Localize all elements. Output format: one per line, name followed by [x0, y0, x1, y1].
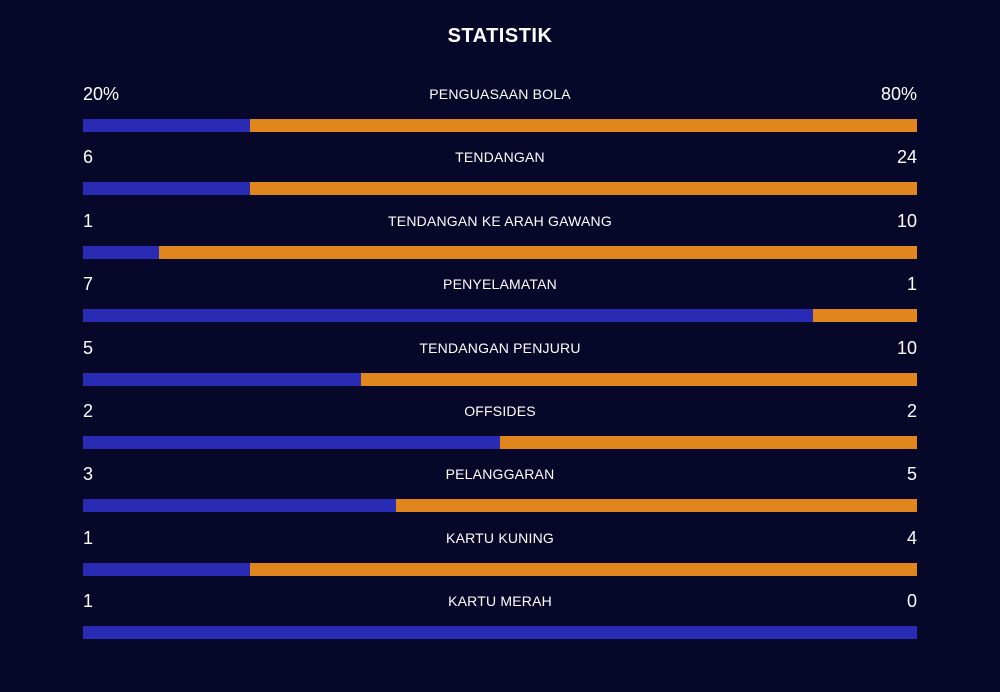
comparison-bar	[83, 119, 917, 132]
home-value: 20%	[83, 84, 120, 104]
home-bar-segment	[83, 309, 813, 323]
away-value: 0	[906, 591, 917, 612]
comparison-bar	[83, 626, 917, 640]
away-value: 1	[906, 274, 917, 295]
away-value: 2	[906, 400, 917, 421]
home-value: 5	[83, 337, 94, 358]
stat-row: 1 KARTU KUNING 4	[83, 524, 917, 587]
home-bar-segment	[83, 372, 361, 386]
stat-row: 6 TENDANGAN 24	[83, 143, 917, 206]
stat-label: TENDANGAN KE ARAH GAWANG	[388, 212, 612, 229]
stat-label: KARTU MERAH	[448, 593, 552, 610]
stat-label: TENDANGAN	[455, 149, 545, 166]
stat-row: 2 OFFSIDES 2	[83, 397, 917, 460]
away-value: 10	[896, 210, 917, 231]
stat-label: PELANGGARAN	[445, 466, 555, 483]
stat-label: TENDANGAN PENJURU	[419, 339, 581, 356]
comparison-bar	[83, 245, 917, 259]
home-bar-segment	[83, 119, 250, 132]
stat-row: 7 PENYELAMATAN 1	[83, 270, 917, 333]
away-bar-segment	[812, 309, 917, 323]
stat-row: 20% PENGUASAAN BOLA 80%	[83, 80, 917, 143]
away-value: 4	[906, 527, 917, 548]
away-bar-segment	[395, 499, 917, 513]
comparison-bar	[83, 562, 917, 576]
stat-label: KARTU KUNING	[446, 529, 554, 546]
away-bar-segment	[500, 435, 917, 449]
home-value: 2	[83, 400, 94, 421]
comparison-bar	[83, 499, 917, 513]
home-bar-segment	[83, 245, 159, 259]
home-bar-segment	[83, 626, 917, 640]
home-bar-segment	[83, 562, 250, 576]
stat-label: OFFSIDES	[464, 402, 536, 419]
away-bar-segment	[360, 372, 917, 386]
stat-row: 1 TENDANGAN KE ARAH GAWANG 10	[83, 207, 917, 270]
away-bar-segment	[249, 562, 917, 576]
stat-row: 5 TENDANGAN PENJURU 10	[83, 334, 917, 397]
away-bar-segment	[158, 245, 917, 259]
away-value: 5	[906, 464, 917, 485]
away-value: 24	[896, 147, 917, 168]
home-value: 1	[83, 527, 94, 548]
away-bar-segment	[249, 119, 917, 132]
home-value: 7	[83, 274, 94, 295]
stat-label: PENYELAMATAN	[443, 276, 557, 293]
home-value: 1	[83, 210, 94, 231]
comparison-bar	[83, 372, 917, 386]
away-value: 10	[896, 337, 917, 358]
home-value: 3	[83, 464, 94, 485]
stat-label: PENGUASAAN BOLA	[429, 86, 571, 102]
stat-row: 1 KARTU MERAH 0	[83, 587, 917, 650]
comparison-bar	[83, 182, 917, 196]
comparison-bar	[83, 435, 917, 449]
away-bar-segment	[249, 182, 917, 196]
comparison-bar	[83, 309, 917, 323]
home-value: 1	[83, 591, 94, 612]
home-bar-segment	[83, 182, 250, 196]
home-bar-segment	[83, 499, 396, 513]
home-bar-segment	[83, 435, 500, 449]
away-value: 80%	[880, 84, 917, 104]
stat-row: 3 PELANGGARAN 5	[83, 460, 917, 523]
stats-title: STATISTIK	[447, 25, 553, 47]
stats-list: 20% PENGUASAAN BOLA 80% 6 TENDANGAN 24 1…	[83, 80, 917, 651]
home-value: 6	[83, 147, 94, 168]
